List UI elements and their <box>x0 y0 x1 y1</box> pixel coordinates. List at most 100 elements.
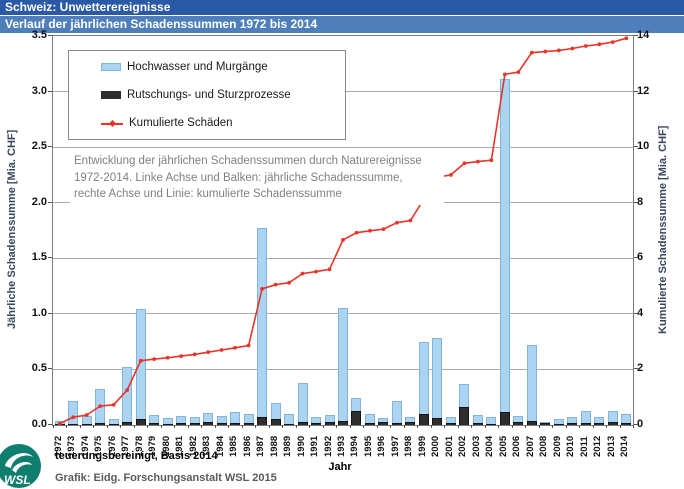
x-tick <box>538 425 540 428</box>
x-tick-label-1999: 1999 <box>416 435 428 457</box>
bar-blue-2000 <box>432 338 443 425</box>
x-tick <box>390 425 392 428</box>
bar-black-2002 <box>459 407 470 425</box>
line-marker-2012 <box>597 42 602 47</box>
x-tick-label-2004: 2004 <box>484 435 496 457</box>
line-marker-2009 <box>556 48 561 53</box>
left-tick <box>48 257 52 259</box>
line-marker-2001 <box>449 173 453 177</box>
x-tick-label-2013: 2013 <box>605 435 617 457</box>
x-tick <box>295 425 297 428</box>
bar-blue-1997 <box>391 400 402 425</box>
x-tick-label-2011: 2011 <box>578 436 590 457</box>
x-tick-label-2014: 2014 <box>619 435 631 457</box>
bar-blue-2005 <box>499 79 510 425</box>
x-tick-label-1980: 1980 <box>160 435 172 457</box>
x-tick-label-1991: 1991 <box>309 435 321 457</box>
bar-blue-1993 <box>338 308 348 425</box>
wsl-logo-wave2-icon <box>12 462 32 473</box>
bar-black-2010 <box>567 422 578 425</box>
right-tick-label-12: 12 <box>637 84 650 97</box>
x-tick-label-1973: 1973 <box>66 435 78 457</box>
x-tick <box>120 425 122 428</box>
bar-black-1973 <box>68 423 79 425</box>
line-marker-2002 <box>462 161 467 166</box>
wsl-logo-text: WSL <box>4 473 31 487</box>
legend-label: Rutschungs- und Sturzprozesse <box>127 89 291 101</box>
left-tick-label-3.0: 3.0 <box>31 84 47 97</box>
wsl-logo: WSL <box>0 444 41 488</box>
bar-blue-1973 <box>68 400 79 425</box>
bar-black-2003 <box>472 422 483 425</box>
x-tick-label-1996: 1996 <box>376 435 388 457</box>
legend-line-marker-icon <box>108 119 117 128</box>
legend-item-hochwasser: Hochwasser und Murgänge <box>101 61 268 73</box>
left-tick-label-3.5: 3.5 <box>31 29 47 41</box>
bar-black-2001 <box>445 422 456 425</box>
line-marker-1980 <box>165 355 170 360</box>
x-tick <box>498 425 500 428</box>
bar-black-1993 <box>338 420 348 425</box>
x-tick-label-1997: 1997 <box>389 435 401 457</box>
bar-black-2005 <box>499 411 510 425</box>
left-tick <box>48 368 52 370</box>
x-tick-label-1986: 1986 <box>241 435 253 457</box>
line-marker-1989 <box>287 280 291 285</box>
x-tick <box>79 425 81 428</box>
annotation-line: rechte Achse und Linie: kumulierte Schad… <box>74 188 342 200</box>
bar-black-1974 <box>81 423 92 425</box>
x-tick <box>66 425 68 428</box>
line-marker-1997 <box>395 220 399 225</box>
line-marker-1990 <box>300 271 305 276</box>
x-tick-label-1974: 1974 <box>79 435 91 457</box>
x-tick <box>241 425 243 428</box>
bar-black-1976 <box>108 423 119 425</box>
x-tick <box>363 425 365 428</box>
x-tick-label-1987: 1987 <box>255 435 267 457</box>
line-marker-1992 <box>327 267 332 272</box>
left-tick <box>48 146 52 148</box>
x-tick-label-1981: 1981 <box>174 435 186 457</box>
gridline <box>53 146 633 148</box>
bar-black-1998 <box>405 421 416 425</box>
x-tick <box>619 425 621 428</box>
right-tick-label-10: 10 <box>637 140 650 153</box>
bar-black-1982 <box>189 422 200 425</box>
bar-black-1977 <box>122 421 133 425</box>
right-tick-label-4: 4 <box>637 306 644 319</box>
bar-black-2009 <box>553 423 564 425</box>
x-tick <box>471 425 473 428</box>
x-tick <box>565 425 567 428</box>
title-bar-primary: Schweiz: Unwetterereignisse <box>0 0 684 15</box>
x-tick <box>187 425 189 428</box>
bar-black-1986 <box>243 422 254 425</box>
x-tick <box>633 425 634 428</box>
x-tick-label-1977: 1977 <box>120 435 132 457</box>
line-marker-1993 <box>341 238 345 242</box>
annotation-line: 1972-2014. Linke Achse und Balken: jährl… <box>74 171 403 184</box>
right-tick-label-14: 14 <box>637 29 650 41</box>
line-marker-1991 <box>314 269 318 274</box>
x-tick-label-1989: 1989 <box>282 435 294 457</box>
bar-black-1981 <box>176 422 187 425</box>
bar-black-1972 <box>54 423 65 425</box>
chart-subtitle: Verlauf der jährlichen Schadenssummen 19… <box>5 17 318 31</box>
left-tick <box>48 90 52 92</box>
line-marker-1976 <box>111 402 116 407</box>
right-tick <box>634 424 638 425</box>
line-marker-1995 <box>368 228 372 233</box>
line-marker-1979 <box>152 357 157 362</box>
page-title: Schweiz: Unwetterereignisse <box>5 0 171 14</box>
bar-black-1995 <box>364 422 375 425</box>
x-tick <box>214 425 216 428</box>
x-tick-label-1984: 1984 <box>214 435 226 457</box>
line-marker-1994 <box>354 230 359 235</box>
bar-blue-1987 <box>257 228 268 425</box>
wsl-logo-wave-icon <box>5 453 33 468</box>
line-marker-1984 <box>219 348 224 352</box>
x-tick-label-1992: 1992 <box>322 435 334 457</box>
x-tick-label-2002: 2002 <box>457 435 469 457</box>
x-tick-label-1978: 1978 <box>133 435 145 457</box>
bar-blue-1978 <box>135 309 146 425</box>
x-tick-label-1988: 1988 <box>268 435 280 457</box>
